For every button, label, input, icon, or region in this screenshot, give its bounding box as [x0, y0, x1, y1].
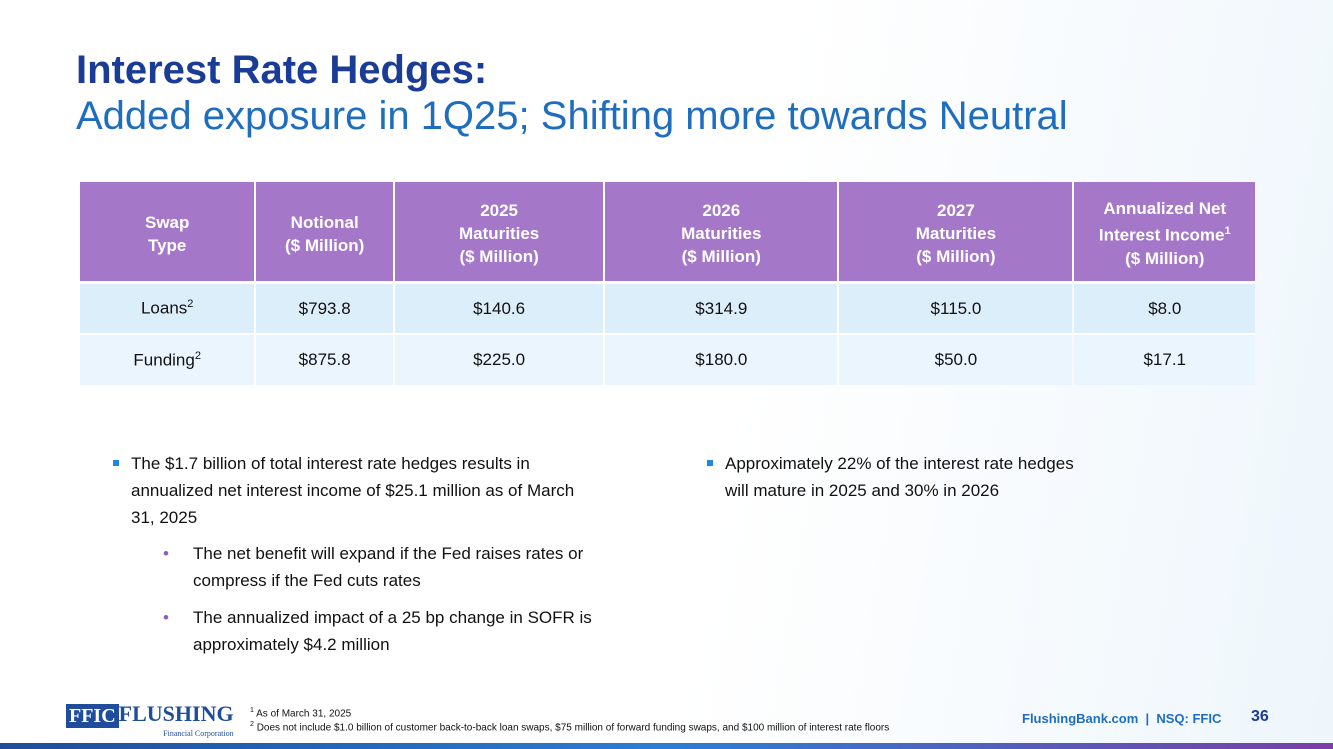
header-line: Maturities	[915, 224, 997, 243]
bullet-line: approximately $4.2 million	[193, 635, 390, 654]
header-line: ($ Million)	[285, 235, 365, 255]
sub-bullet: • The annualized impact of a 25 bp chang…	[163, 604, 592, 658]
table-cell: $17.1	[1074, 333, 1255, 385]
table-cell: $115.0	[839, 281, 1073, 333]
footnote-ref: 2	[194, 349, 201, 362]
bullet-line: Approximately 22% of the interest rate h…	[725, 454, 1074, 473]
footer-bar	[0, 743, 1333, 749]
header-line: ($ Million)	[681, 247, 761, 266]
fn-text: As of March 31, 2025	[256, 708, 352, 720]
bullet-line: compress if the Fed cuts rates	[193, 571, 421, 590]
fn-sup: 2	[250, 721, 254, 728]
header-line: Interest Income1	[1074, 220, 1255, 247]
table-cell: $180.0	[605, 333, 838, 385]
column-header: Notional ($ Million)	[256, 182, 393, 281]
page-number: 36	[1251, 708, 1269, 725]
header-line-text: Interest Income	[1098, 225, 1225, 245]
footnote-ref: 2	[187, 298, 194, 311]
bullet-line: The $1.7 billion of total interest rate …	[131, 454, 530, 473]
logo-sub: Financial Corporation	[163, 729, 234, 738]
table-row: Funding2 $875.8 $225.0 $180.0 $50.0 $17.1	[80, 333, 1255, 385]
swap-type-cell: Loans2	[80, 281, 255, 333]
table-cell: $225.0	[394, 333, 604, 385]
website-ticker[interactable]: FlushingBank.com | NSQ: FFIC	[1022, 711, 1222, 726]
sub-bullet: • The net benefit will expand if the Fed…	[163, 540, 584, 594]
table-cell: $50.0	[839, 333, 1073, 385]
header-line: Type	[147, 235, 187, 255]
bullet-line: will mature in 2025 and 30% in 2026	[725, 481, 1000, 500]
header-line: ($ Million)	[916, 247, 996, 266]
swap-type: Funding	[133, 350, 195, 370]
header-line: Notional	[290, 212, 359, 232]
header-line: 2027	[937, 201, 975, 220]
bullet-line: 31, 2025	[131, 508, 198, 527]
table-cell: $875.8	[256, 333, 393, 385]
header-line: Maturities	[458, 224, 540, 243]
square-bullet-icon	[707, 460, 713, 466]
page-subtitle: Added exposure in 1Q25; Shifting more to…	[76, 94, 1068, 138]
header-sup: 1	[1224, 225, 1231, 238]
column-header: 2027 Maturities ($ Million)	[839, 182, 1073, 281]
swap-type: Loans	[140, 298, 188, 318]
header-line: Maturities	[681, 224, 762, 243]
header-line: Annualized Net	[1103, 199, 1227, 219]
table-cell: $793.8	[256, 281, 393, 333]
bullet-line: annualized net interest income of $25.1 …	[131, 481, 575, 500]
header-line: ($ Million)	[459, 247, 539, 266]
bullet-left: The $1.7 billion of total interest rate …	[113, 450, 575, 531]
column-header: Swap Type	[80, 182, 255, 281]
column-header: Annualized Net Interest Income1 ($ Million…	[1074, 182, 1255, 281]
table-cell: $8.0	[1074, 281, 1255, 333]
table-row: Loans2 $793.8 $140.6 $314.9 $115.0 $8.0	[80, 281, 1255, 333]
header-line: 2025	[480, 201, 519, 220]
swap-type-cell: Funding2	[80, 333, 255, 385]
table-cell: $140.6	[394, 281, 604, 333]
hedges-table: Swap Type Notional ($ Million) 2025 Maturitie…	[78, 182, 1257, 385]
dot-bullet-icon: •	[163, 544, 169, 563]
header-line: 2026	[702, 201, 741, 220]
ffic-flushing-logo: FFIC FLUSHING Financial Corporation	[66, 701, 234, 739]
header-line: ($ Million)	[1125, 248, 1205, 268]
header-line: Swap	[144, 212, 190, 232]
dot-bullet-icon: •	[163, 608, 169, 627]
page-title: Interest Rate Hedges:	[76, 48, 488, 92]
fn-sup: 1	[250, 707, 254, 714]
logo-name: FLUSHING	[118, 701, 234, 726]
table-cell: $314.9	[605, 281, 838, 333]
bullet-line: The net benefit will expand if the Fed r…	[193, 544, 584, 563]
bullet-right: Approximately 22% of the interest rate h…	[707, 450, 1074, 504]
square-bullet-icon	[113, 460, 119, 466]
bullet-line: The annualized impact of a 25 bp change …	[193, 608, 592, 627]
column-header: 2025 Maturities ($ Million)	[394, 182, 604, 281]
footnote-1: 1 As of March 31, 2025	[250, 707, 351, 719]
logo-ffic: FFIC	[66, 704, 119, 728]
fn-text: Does not include $1.0 billion of custome…	[256, 722, 890, 734]
column-header: 2026 Maturities ($ Million)	[605, 182, 838, 281]
footnote-2: 2 Does not include $1.0 billion of custo…	[250, 721, 889, 733]
logo-flushing: FLUSHING Financial Corporation	[118, 701, 234, 739]
